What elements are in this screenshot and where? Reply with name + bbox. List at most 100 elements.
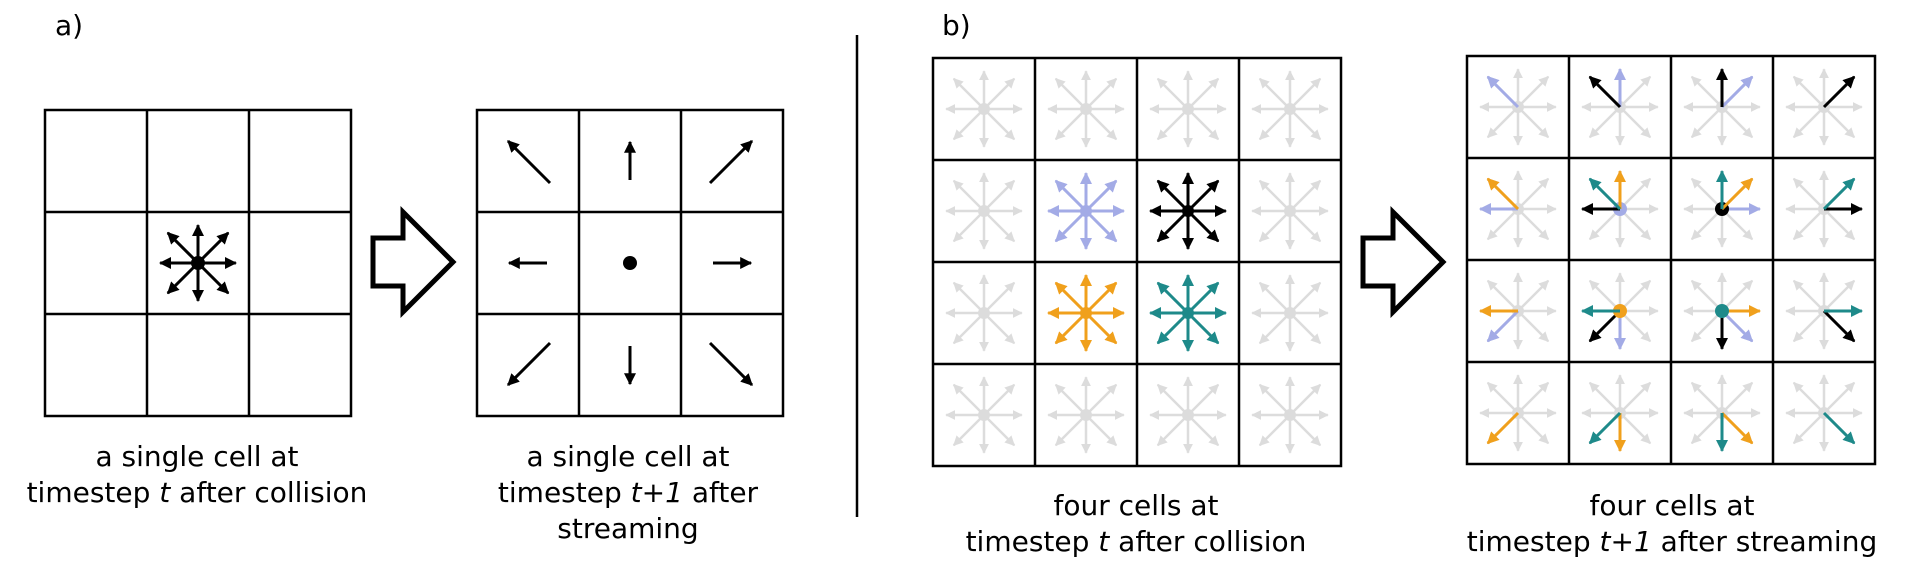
ghost-cell-3-3-southwest-arrow	[1258, 414, 1291, 447]
ghost-cell-0-3-southwest-arrow	[1258, 108, 1291, 141]
active-cell-1-2-northwest-arrow	[1156, 179, 1190, 213]
ghost-cell-1-3-southeast-arrow	[1823, 208, 1856, 241]
ghost-cell-1-3-southwest-arrow	[1258, 210, 1291, 243]
streamed-northeast-arrow-1-3	[1822, 177, 1856, 211]
ghost-cell-0-3-rest-dot	[1284, 103, 1296, 115]
active-cell-2-2-southeast-arrow	[1186, 311, 1220, 345]
active-cell-1-2-southeast-arrow	[1186, 209, 1220, 243]
active-cell-1-1-northeast-arrow	[1084, 179, 1118, 213]
streamed-northwest-arrow-0-1	[1588, 75, 1622, 109]
ghost-cell-0-3-northwest-arrow	[1258, 77, 1291, 110]
ghost-cell-1-3-rest-dot	[1284, 205, 1296, 217]
ghost-cell-2-0-rest-dot	[978, 307, 990, 319]
ghost-cell-3-0-northeast-arrow	[1517, 381, 1550, 414]
ghost-cell-0-2-rest-dot	[1182, 103, 1194, 115]
active-cell-1-2-northeast-arrow	[1186, 179, 1220, 213]
panel-b-label: b)	[942, 9, 971, 42]
ghost-cell-3-3-northwest-arrow	[1792, 381, 1825, 414]
streamed-northwest-arrow-1-1	[1588, 177, 1622, 211]
streamed-northwest-arrow	[506, 139, 552, 185]
ghost-cell-3-2-southwest-arrow	[1156, 414, 1189, 447]
ghost-cell-3-0-northwest-arrow	[952, 383, 985, 416]
ghost-cell-3-1-northwest-arrow	[1588, 381, 1621, 414]
ghost-cell-1-2-northwest-arrow	[1690, 177, 1723, 210]
ghost-cell-1-3-northwest-arrow	[1792, 177, 1825, 210]
ghost-cell-2-3-southeast-arrow	[1289, 312, 1322, 345]
active-cell-1-1-southwest-arrow	[1054, 209, 1088, 243]
ghost-cell-0-1-northwest-arrow	[1054, 77, 1087, 110]
active-cell-1-1-northwest-arrow	[1054, 179, 1088, 213]
ghost-cell-0-1-rest-dot	[1080, 103, 1092, 115]
ghost-cell-1-0-southeast-arrow	[1517, 208, 1550, 241]
transition-arrow-a	[370, 205, 457, 319]
ghost-cell-1-1-northeast-arrow	[1619, 177, 1652, 210]
ghost-cell-0-2-southwest-arrow	[1690, 106, 1723, 139]
active-cell-1-2-southwest-arrow	[1156, 209, 1190, 243]
center-cell-northeast-arrow	[196, 231, 230, 265]
ghost-cell-1-2-southwest-arrow	[1690, 208, 1723, 241]
active-cell-2-2-rest-dot	[1182, 307, 1194, 319]
ghost-cell-1-3-northeast-arrow	[1289, 179, 1322, 212]
ghost-cell-0-3-southeast-arrow	[1289, 108, 1322, 141]
ghost-cell-3-0-northeast-arrow	[983, 383, 1016, 416]
active-cell-1-1-rest-dot	[1080, 205, 1092, 217]
ghost-cell-0-3-southwest-arrow	[1792, 106, 1825, 139]
ghost-cell-2-3-southwest-arrow	[1258, 312, 1291, 345]
transition-arrow-b	[1360, 205, 1447, 319]
ghost-cell-1-0-southwest-arrow	[1486, 208, 1519, 241]
center-cell-rest-dot	[191, 256, 205, 270]
ghost-cell-2-3-northeast-arrow	[1823, 279, 1856, 312]
streamed-southeast-arrow-2-3	[1822, 309, 1856, 343]
single-cell-collision-grid	[43, 108, 353, 418]
streamed-northeast-arrow-0-2	[1720, 75, 1754, 109]
ghost-cell-3-2-rest-dot	[1182, 409, 1194, 421]
ghost-cell-0-2-northeast-arrow	[1187, 77, 1220, 110]
ghost-cell-1-0-southeast-arrow	[983, 210, 1016, 243]
caption-b-left-line2: timestep t after collision	[966, 525, 1307, 558]
ghost-cell-2-0-southwest-arrow	[952, 312, 985, 345]
ghost-cell-3-0-southeast-arrow	[983, 414, 1016, 447]
ghost-cell-1-0-northwest-arrow	[952, 179, 985, 212]
caption-b-left-line1: four cells at	[1054, 489, 1219, 522]
ghost-cell-1-0-northeast-arrow	[1517, 177, 1550, 210]
ghost-cell-0-1-southwest-arrow	[1588, 106, 1621, 139]
ghost-cell-0-2-southwest-arrow	[1156, 108, 1189, 141]
ghost-cell-3-2-northeast-arrow	[1187, 383, 1220, 416]
streamed-southwest-arrow-2-0	[1486, 309, 1520, 343]
active-cell-1-1-southeast-arrow	[1084, 209, 1118, 243]
ghost-cell-1-0-southwest-arrow	[952, 210, 985, 243]
four-cells-collision-grid	[931, 56, 1343, 468]
streamed-southwest-arrow-2-1	[1588, 309, 1622, 343]
ghost-cell-0-0-northeast-arrow	[1517, 75, 1550, 108]
ghost-cell-3-1-southeast-arrow	[1085, 414, 1118, 447]
ghost-cell-3-0-rest-dot	[978, 409, 990, 421]
streamed-southeast-arrow-3-3	[1822, 411, 1856, 445]
ghost-cell-0-3-southeast-arrow	[1823, 106, 1856, 139]
ghost-cell-1-3-southwest-arrow	[1792, 208, 1825, 241]
ghost-cell-2-1-northeast-arrow	[1619, 279, 1652, 312]
active-cell-2-1-northwest-arrow	[1054, 281, 1088, 315]
ghost-cell-2-2-southwest-arrow	[1690, 310, 1723, 343]
ghost-cell-0-1-southeast-arrow	[1085, 108, 1118, 141]
caption-b-right-line1: four cells at	[1590, 489, 1755, 522]
ghost-cell-0-0-southeast-arrow	[1517, 106, 1550, 139]
active-cell-2-1-southwest-arrow	[1054, 311, 1088, 345]
ghost-cell-0-3-northeast-arrow	[1289, 77, 1322, 110]
ghost-cell-3-2-northwest-arrow	[1156, 383, 1189, 416]
caption-a-left-line2: timestep t after collision	[27, 476, 368, 509]
ghost-cell-2-0-southeast-arrow	[983, 312, 1016, 345]
center-cell-northwest-arrow	[166, 231, 200, 265]
ghost-cell-2-3-northwest-arrow	[1792, 279, 1825, 312]
active-cell-2-2-southwest-arrow	[1156, 311, 1190, 345]
ghost-cell-2-3-southwest-arrow	[1792, 310, 1825, 343]
ghost-cell-3-0-southeast-arrow	[1517, 412, 1550, 445]
center-cell-southeast-arrow	[196, 261, 230, 295]
ghost-cell-2-0-northeast-arrow	[983, 281, 1016, 314]
streamed-southwest-arrow-3-1	[1588, 411, 1622, 445]
active-cell-2-2-northwest-arrow	[1156, 281, 1190, 315]
active-cell-1-2-rest-dot	[1182, 205, 1194, 217]
ghost-cell-3-1-northeast-arrow	[1085, 383, 1118, 416]
ghost-cell-3-1-rest-dot	[1080, 409, 1092, 421]
caption-a-right-line1: a single cell at	[526, 440, 729, 473]
streamed-northeast-arrow	[708, 139, 754, 185]
